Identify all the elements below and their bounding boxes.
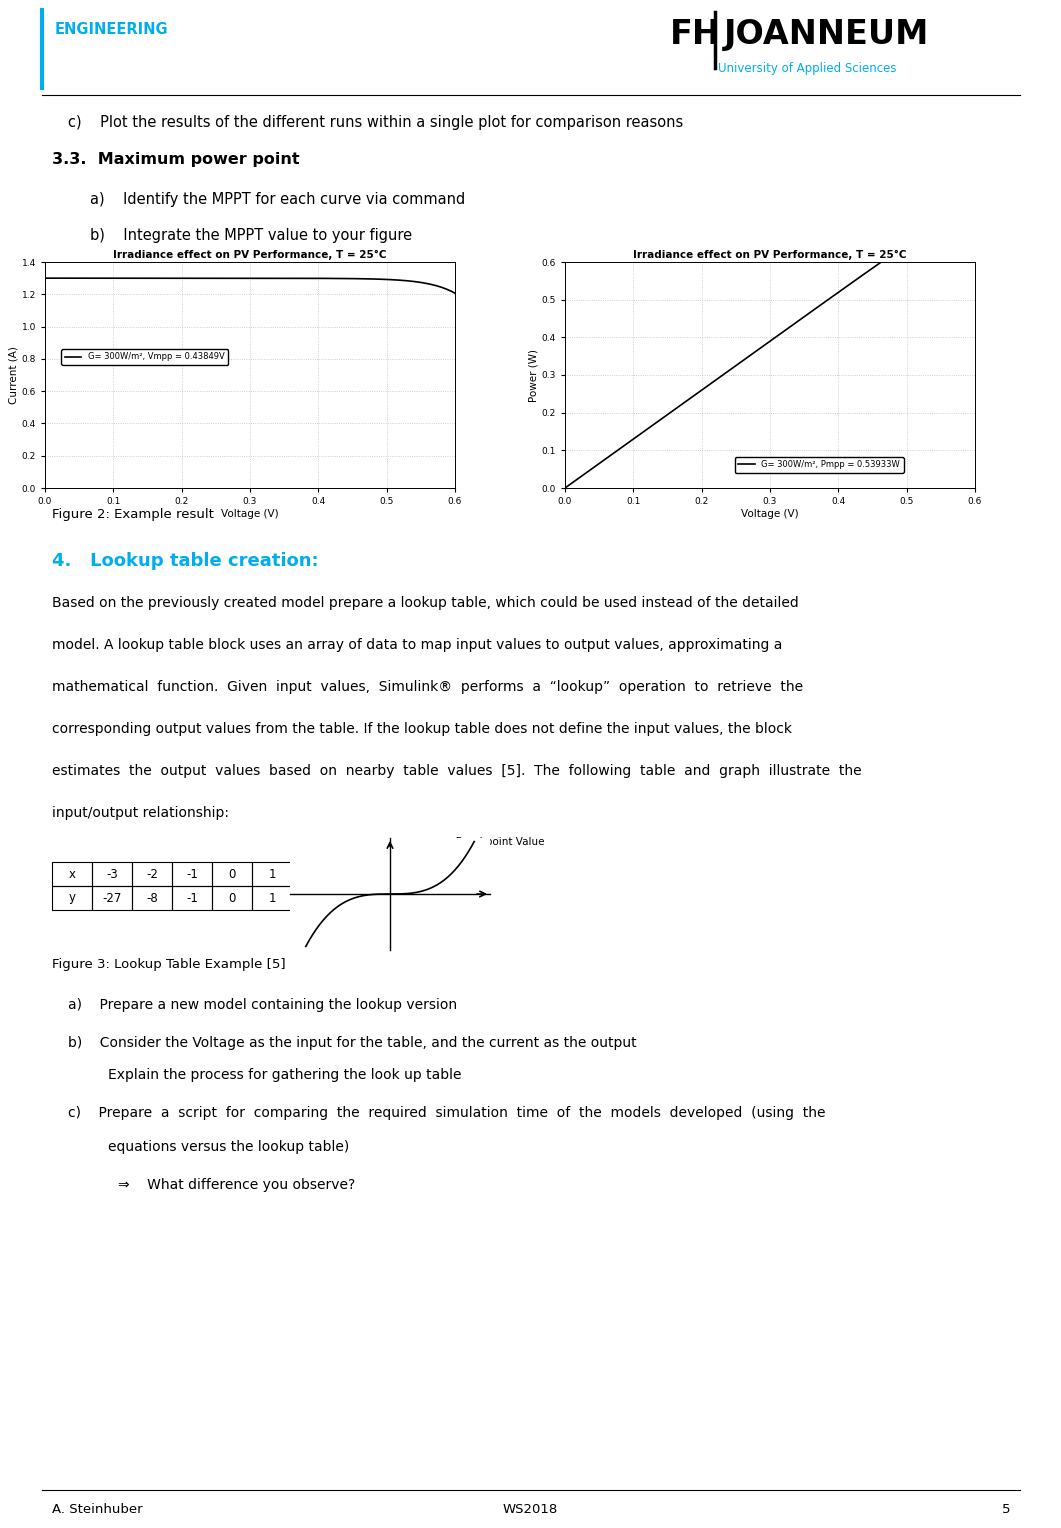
Legend: G= 300W/m², Pmpp = 0.53933W: G= 300W/m², Pmpp = 0.53933W [735,457,904,472]
Text: 0: 0 [228,868,236,880]
Bar [212,886,253,911]
Y-axis label: Current (A): Current (A) [8,345,19,403]
Text: input/output relationship:: input/output relationship: [52,805,229,821]
Bar [332,862,372,886]
Text: Figure 2: Example result: Figure 2: Example result [52,507,214,521]
Bar [212,862,253,886]
Title: Irradiance effect on PV Performance, T = 25°C: Irradiance effect on PV Performance, T =… [633,249,907,260]
Bar [52,886,92,911]
X-axis label: Voltage (V): Voltage (V) [742,509,799,520]
Bar [92,886,132,911]
Y-axis label: Power (W): Power (W) [528,348,539,402]
Text: -3: -3 [106,868,118,880]
Text: b)    Consider the Voltage as the input for the table, and the current as the ou: b) Consider the Voltage as the input for… [68,1036,637,1050]
Text: 8: 8 [309,891,316,905]
Text: A. Steinhuber: A. Steinhuber [52,1504,142,1516]
Bar [132,886,172,911]
Text: — Breakpoint Value: — Breakpoint Value [442,837,544,847]
Bar [253,886,292,911]
Text: y: y [69,891,75,905]
Text: -2: -2 [146,868,158,880]
Bar [92,862,132,886]
Text: x: x [69,868,75,880]
Text: University of Applied Sciences: University of Applied Sciences [718,63,897,75]
Text: c)    Prepare  a  script  for  comparing  the  required  simulation  time  of  t: c) Prepare a script for comparing the re… [68,1106,825,1120]
Text: 3: 3 [348,868,355,880]
Text: c)    Plot the results of the different runs within a single plot for comparison: c) Plot the results of the different run… [68,115,683,130]
Bar [253,862,292,886]
Text: Explain the process for gathering the look up table: Explain the process for gathering the lo… [108,1068,462,1082]
Bar [172,862,212,886]
Text: -1: -1 [186,891,198,905]
Text: 1: 1 [268,891,276,905]
Text: corresponding output values from the table. If the lookup table does not define : corresponding output values from the tab… [52,723,792,736]
Text: Figure 3: Lookup Table Example [5]: Figure 3: Lookup Table Example [5] [52,958,285,970]
Text: ⇒    What difference you observe?: ⇒ What difference you observe? [118,1178,355,1192]
Text: -1: -1 [186,868,198,880]
Text: equations versus the lookup table): equations versus the lookup table) [108,1140,349,1154]
Text: JOANNEUM: JOANNEUM [724,18,929,50]
Text: 0: 0 [228,891,236,905]
Text: model. A lookup table block uses an array of data to map input values to output : model. A lookup table block uses an arra… [52,639,782,652]
Text: b)    Integrate the MPPT value to your figure: b) Integrate the MPPT value to your figu… [90,228,412,243]
Text: Based on the previously created model prepare a lookup table, which could be use: Based on the previously created model pr… [52,596,799,610]
Text: a)    Identify the MPPT for each curve via command: a) Identify the MPPT for each curve via … [90,193,466,206]
Text: 5: 5 [1002,1504,1010,1516]
Text: 3.3.  Maximum power point: 3.3. Maximum power point [52,151,299,167]
Text: estimates  the  output  values  based  on  nearby  table  values  [5].  The  fol: estimates the output values based on nea… [52,764,862,778]
Text: 2: 2 [309,868,316,880]
Text: ENGINEERING: ENGINEERING [55,21,169,37]
Bar [52,862,92,886]
Text: 1: 1 [268,868,276,880]
Legend: G= 300W/m², Vmpp = 0.43849V: G= 300W/m², Vmpp = 0.43849V [62,348,228,365]
Bar [292,862,332,886]
Title: Irradiance effect on PV Performance, T = 25°C: Irradiance effect on PV Performance, T =… [114,249,387,260]
Text: -8: -8 [146,891,158,905]
Text: 27: 27 [345,891,360,905]
Text: a)    Prepare a new model containing the lookup version: a) Prepare a new model containing the lo… [68,998,457,1012]
Text: FH: FH [669,18,720,50]
Text: -27: -27 [102,891,122,905]
Bar [172,886,212,911]
Bar [292,886,332,911]
Text: mathematical  function.  Given  input  values,  Simulink®  performs  a  “lookup”: mathematical function. Given input value… [52,680,803,694]
Bar [132,862,172,886]
Text: 4.   Lookup table creation:: 4. Lookup table creation: [52,552,318,570]
Bar [332,886,372,911]
Text: WS2018: WS2018 [502,1504,558,1516]
X-axis label: Voltage (V): Voltage (V) [221,509,279,520]
